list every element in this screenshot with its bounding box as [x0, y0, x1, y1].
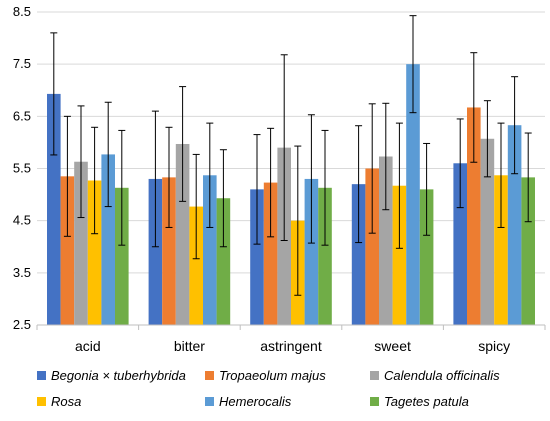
bar — [494, 175, 508, 325]
legend-label: Tropaeolum majus — [219, 368, 326, 383]
legend-item: Tagetes patula — [370, 394, 469, 409]
legend-swatch — [205, 397, 214, 406]
x-category-label: bitter — [174, 338, 205, 354]
axes: 2.5 3.5 4.5 5.5 6.5 7.5 8.5 acid bitter astringen… — [13, 4, 546, 354]
bar — [453, 163, 467, 325]
error-bar — [50, 32, 58, 156]
bar — [351, 184, 366, 325]
x-category-label: sweet — [374, 338, 411, 354]
error-bar — [151, 110, 159, 248]
error-bar — [179, 86, 187, 202]
y-tick-label: 5.5 — [13, 161, 31, 176]
y-tick-label: 6.5 — [13, 108, 31, 123]
error-bar — [423, 142, 431, 236]
error-bar — [483, 100, 491, 178]
error-bar — [307, 114, 315, 244]
error-bar — [456, 118, 464, 209]
bar — [87, 180, 102, 325]
bar — [216, 198, 231, 325]
error-bar — [497, 122, 505, 228]
legend-item: Rosa — [37, 394, 81, 409]
legend-swatch — [370, 397, 379, 406]
bar — [507, 125, 522, 326]
legend-item: Calendula officinalis — [370, 368, 500, 383]
y-tick-label: 4.5 — [13, 213, 31, 228]
legend-item: Tropaeolum majus — [205, 368, 326, 383]
x-category-label: astringent — [260, 338, 322, 354]
error-bar — [63, 115, 71, 237]
error-bar — [382, 102, 390, 211]
bar — [115, 187, 129, 325]
error-bar — [368, 103, 376, 234]
legend-label: Calendula officinalis — [384, 368, 500, 383]
bar — [304, 178, 319, 325]
bar — [419, 189, 434, 325]
bar — [175, 143, 190, 325]
bar — [392, 185, 407, 325]
legend-swatch — [205, 371, 214, 380]
error-bar — [77, 105, 85, 219]
error-bar — [206, 122, 214, 228]
bar — [60, 176, 75, 325]
bar — [250, 189, 264, 325]
error-bar — [118, 129, 126, 246]
legend-swatch — [370, 371, 379, 380]
error-bar — [524, 132, 532, 223]
error-bar — [321, 129, 329, 246]
legend-label: Tagetes patula — [384, 394, 469, 409]
bars — [47, 64, 535, 326]
bar — [203, 175, 217, 325]
legend-label: Rosa — [51, 394, 81, 409]
bar — [263, 182, 278, 325]
legend-item: Hemerocalis — [205, 394, 292, 409]
y-tick-label: 2.5 — [13, 317, 31, 332]
legend-label: Begonia × tuberhybrida — [51, 368, 186, 383]
x-category-label: spicy — [478, 338, 510, 354]
y-tick-label: 3.5 — [13, 265, 31, 280]
error-bar — [91, 126, 99, 235]
bar — [74, 161, 88, 325]
y-tick-label: 8.5 — [13, 4, 31, 19]
bar — [162, 177, 176, 325]
error-bar — [470, 52, 478, 163]
bar — [148, 178, 163, 325]
bar — [47, 93, 61, 325]
bar — [521, 177, 535, 325]
error-bar — [294, 145, 302, 296]
error-bars — [50, 15, 532, 296]
error-bar — [219, 149, 227, 248]
legend-item: Begonia × tuberhybrida — [37, 368, 186, 383]
error-bar — [395, 122, 403, 249]
bar — [101, 154, 115, 325]
bar — [406, 64, 420, 326]
bar — [379, 156, 393, 325]
error-bar — [511, 76, 519, 175]
error-bar — [355, 125, 363, 244]
bar — [365, 168, 379, 325]
legend-label: Hemerocalis — [219, 394, 292, 409]
error-bar — [192, 153, 200, 260]
legend: Begonia × tuberhybrida Tropaeolum majus Ca… — [37, 368, 500, 409]
y-tick-label: 7.5 — [13, 56, 31, 71]
error-bar — [409, 15, 417, 114]
error-bar — [253, 134, 261, 245]
legend-swatch — [37, 397, 46, 406]
error-bar — [104, 101, 112, 208]
bar — [189, 206, 203, 325]
error-bar — [165, 126, 173, 228]
x-category-label: acid — [75, 338, 101, 354]
bar — [318, 187, 332, 325]
legend-swatch — [37, 371, 46, 380]
error-bar — [267, 127, 275, 238]
error-bar — [280, 54, 288, 241]
bar — [480, 138, 495, 325]
